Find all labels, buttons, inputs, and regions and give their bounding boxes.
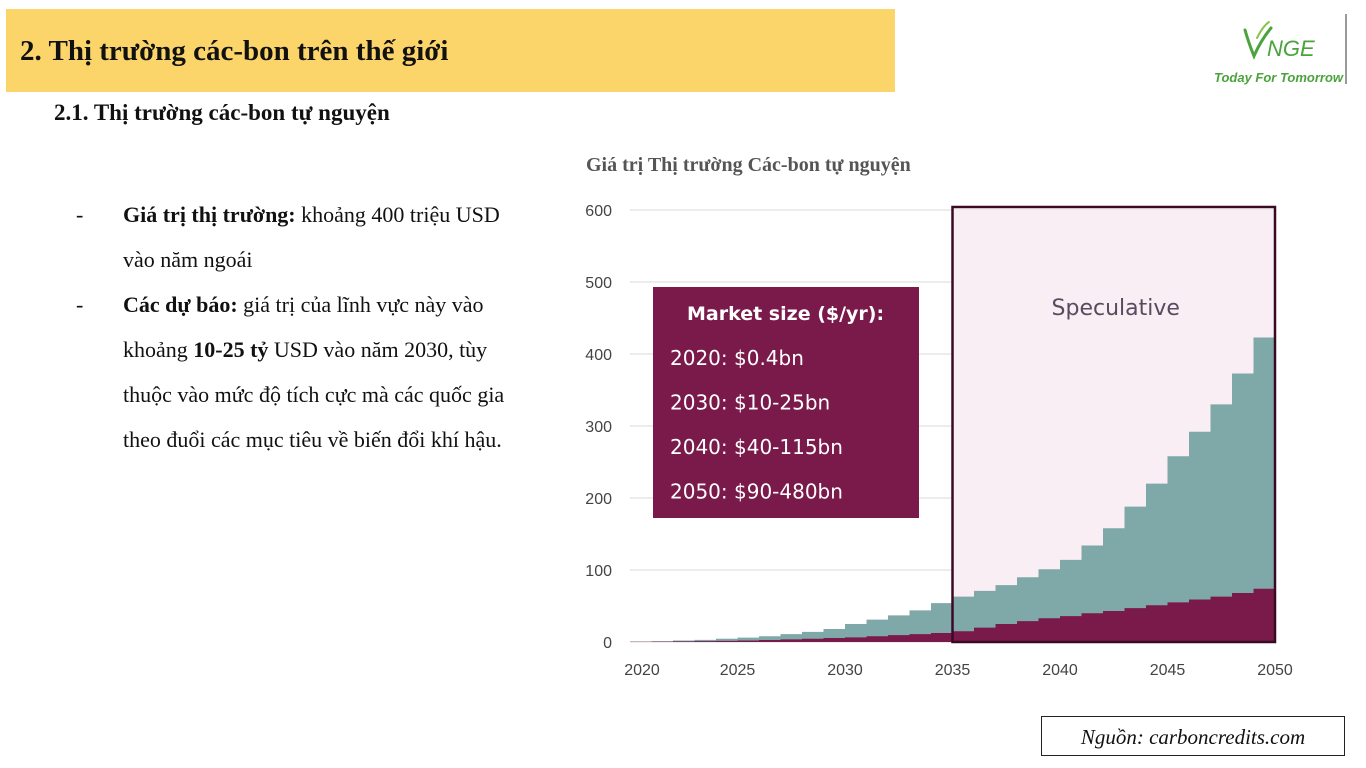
- x-tick-label: 2040: [1042, 662, 1078, 679]
- y-tick-label: 300: [585, 419, 612, 436]
- bullet-2-label: Các dự báo:: [123, 292, 238, 317]
- market-size-line: 2050: $90-480bn: [670, 480, 843, 504]
- logo-tagline: Today For Tomorrow: [1214, 70, 1344, 85]
- logo-text: NGE: [1267, 36, 1315, 61]
- x-tick-label: 2020: [624, 662, 660, 679]
- bullet-2-highlight: 10-25 tỷ: [193, 337, 269, 362]
- y-tick-label: 200: [585, 491, 612, 508]
- bullet-2-text-a: giá trị của lĩnh vực này vào khoảng: [123, 292, 484, 362]
- market-size-box: [653, 287, 919, 518]
- source-box: Nguồn: carboncredits.com: [1041, 716, 1345, 756]
- section-subtitle: 2.1. Thị trường các-bon tự nguyện: [54, 100, 390, 125]
- x-tick-label: 2030: [827, 662, 863, 679]
- bullet-2-text-b: USD vào năm 2030, tùy thuộc vào mức độ t…: [123, 337, 505, 452]
- y-tick-label: 0: [603, 635, 612, 652]
- bullet-1-label: Giá trị thị trường:: [123, 202, 296, 227]
- vnge-logo: NGE: [1243, 21, 1315, 61]
- x-tick-label: 2045: [1150, 662, 1186, 679]
- speculative-label: Speculative: [1052, 296, 1180, 321]
- market-size-line: 2030: $10-25bn: [670, 391, 830, 415]
- series-lower-area: [630, 584, 1275, 642]
- bullet-forecasts: - Các dự báo: giá trị của lĩnh vực này v…: [76, 282, 526, 462]
- bullet-market-value: - Giá trị thị trường: khoảng 400 triệu U…: [76, 192, 526, 282]
- x-tick-label: 2035: [935, 662, 971, 679]
- market-chart: 0 100 200 300 400 500 600 2020 2025 2030 2035 2040 2…: [585, 203, 1293, 679]
- bullet-1-text: khoảng 400 triệu USD vào năm ngoái: [123, 202, 500, 272]
- market-size-title: Market size ($/yr):: [687, 303, 884, 325]
- y-tick-label: 600: [585, 203, 612, 220]
- title-band: 2. Thị trường các-bon trên thế giới: [6, 9, 895, 92]
- bullet-dash: -: [76, 202, 84, 227]
- y-tick-label: 100: [585, 563, 612, 580]
- chart-title: Giá trị Thị trường Các-bon tự nguyện: [586, 154, 911, 176]
- series-upper-area: [630, 296, 1275, 642]
- speculative-outline: [951, 205, 1277, 644]
- x-tick-label: 2025: [720, 662, 756, 679]
- logo-divider: [1345, 14, 1347, 84]
- y-tick-label: 500: [585, 275, 612, 292]
- page-title: 2. Thị trường các-bon trên thế giới: [20, 35, 449, 67]
- market-size-line: 2040: $40-115bn: [670, 435, 843, 459]
- y-tick-label: 400: [585, 347, 612, 364]
- x-tick-label: 2050: [1257, 662, 1293, 679]
- bullet-list: - Giá trị thị trường: khoảng 400 triệu U…: [76, 192, 526, 462]
- bullet-dash: -: [76, 292, 84, 317]
- market-size-line: 2020: $0.4bn: [670, 346, 804, 370]
